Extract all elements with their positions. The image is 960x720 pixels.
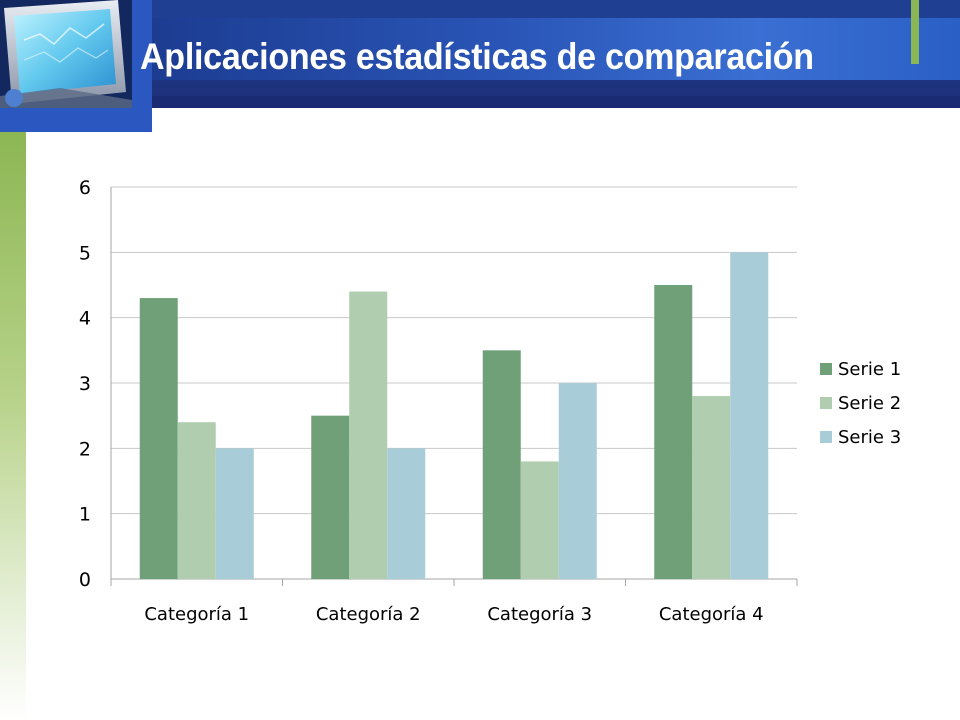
bar-3-1 [215, 448, 254, 579]
y-tick-label: 6 [79, 177, 91, 199]
axis-labels: 0 1 2 3 4 5 6 Categoría 1 Categoría 2 Categoría 3… [79, 177, 764, 625]
bar-2-4 [692, 396, 731, 579]
bars [139, 252, 769, 580]
slide-header [0, 0, 960, 108]
bar-3-4 [730, 252, 769, 580]
bar-3-3 [558, 383, 597, 579]
legend-swatch-1 [820, 363, 832, 375]
bar-1-3 [482, 350, 521, 579]
left-accent-bar [0, 130, 26, 720]
y-tick-label: 3 [79, 373, 91, 395]
category-label: Categoría 3 [487, 604, 592, 625]
category-label: Categoría 1 [144, 604, 249, 625]
y-tick-label: 2 [79, 438, 91, 460]
bar-2-2 [349, 291, 388, 579]
y-tick-label: 1 [79, 504, 91, 526]
bar-1-1 [139, 298, 178, 579]
slide-title: Aplicaciones estadísticas de comparación [140, 36, 814, 77]
bar-1-2 [311, 415, 350, 579]
header-accent-line [911, 0, 919, 64]
category-label: Categoría 4 [659, 604, 764, 625]
bar-2-1 [177, 422, 216, 579]
header-highlight-strip [150, 18, 960, 80]
legend: Serie 1 Serie 2 Serie 3 [820, 359, 901, 448]
legend-label-3: Serie 3 [838, 427, 901, 448]
y-tick-label: 5 [79, 242, 91, 264]
y-tick-label: 0 [79, 569, 91, 591]
bar-1-4 [654, 285, 693, 579]
legend-label-1: Serie 1 [838, 359, 901, 380]
y-tick-label: 4 [79, 308, 91, 330]
legend-swatch-2 [820, 397, 832, 409]
header-bottom-edge [150, 96, 960, 108]
legend-label-2: Serie 2 [838, 393, 901, 414]
legend-swatch-3 [820, 431, 832, 443]
bar-3-2 [387, 448, 426, 579]
monitor-graphic-icon [0, 0, 132, 108]
bar-2-3 [520, 461, 559, 579]
category-label: Categoría 2 [316, 604, 421, 625]
header-top-strip [150, 0, 960, 18]
monitor-logo-icon [0, 0, 152, 132]
